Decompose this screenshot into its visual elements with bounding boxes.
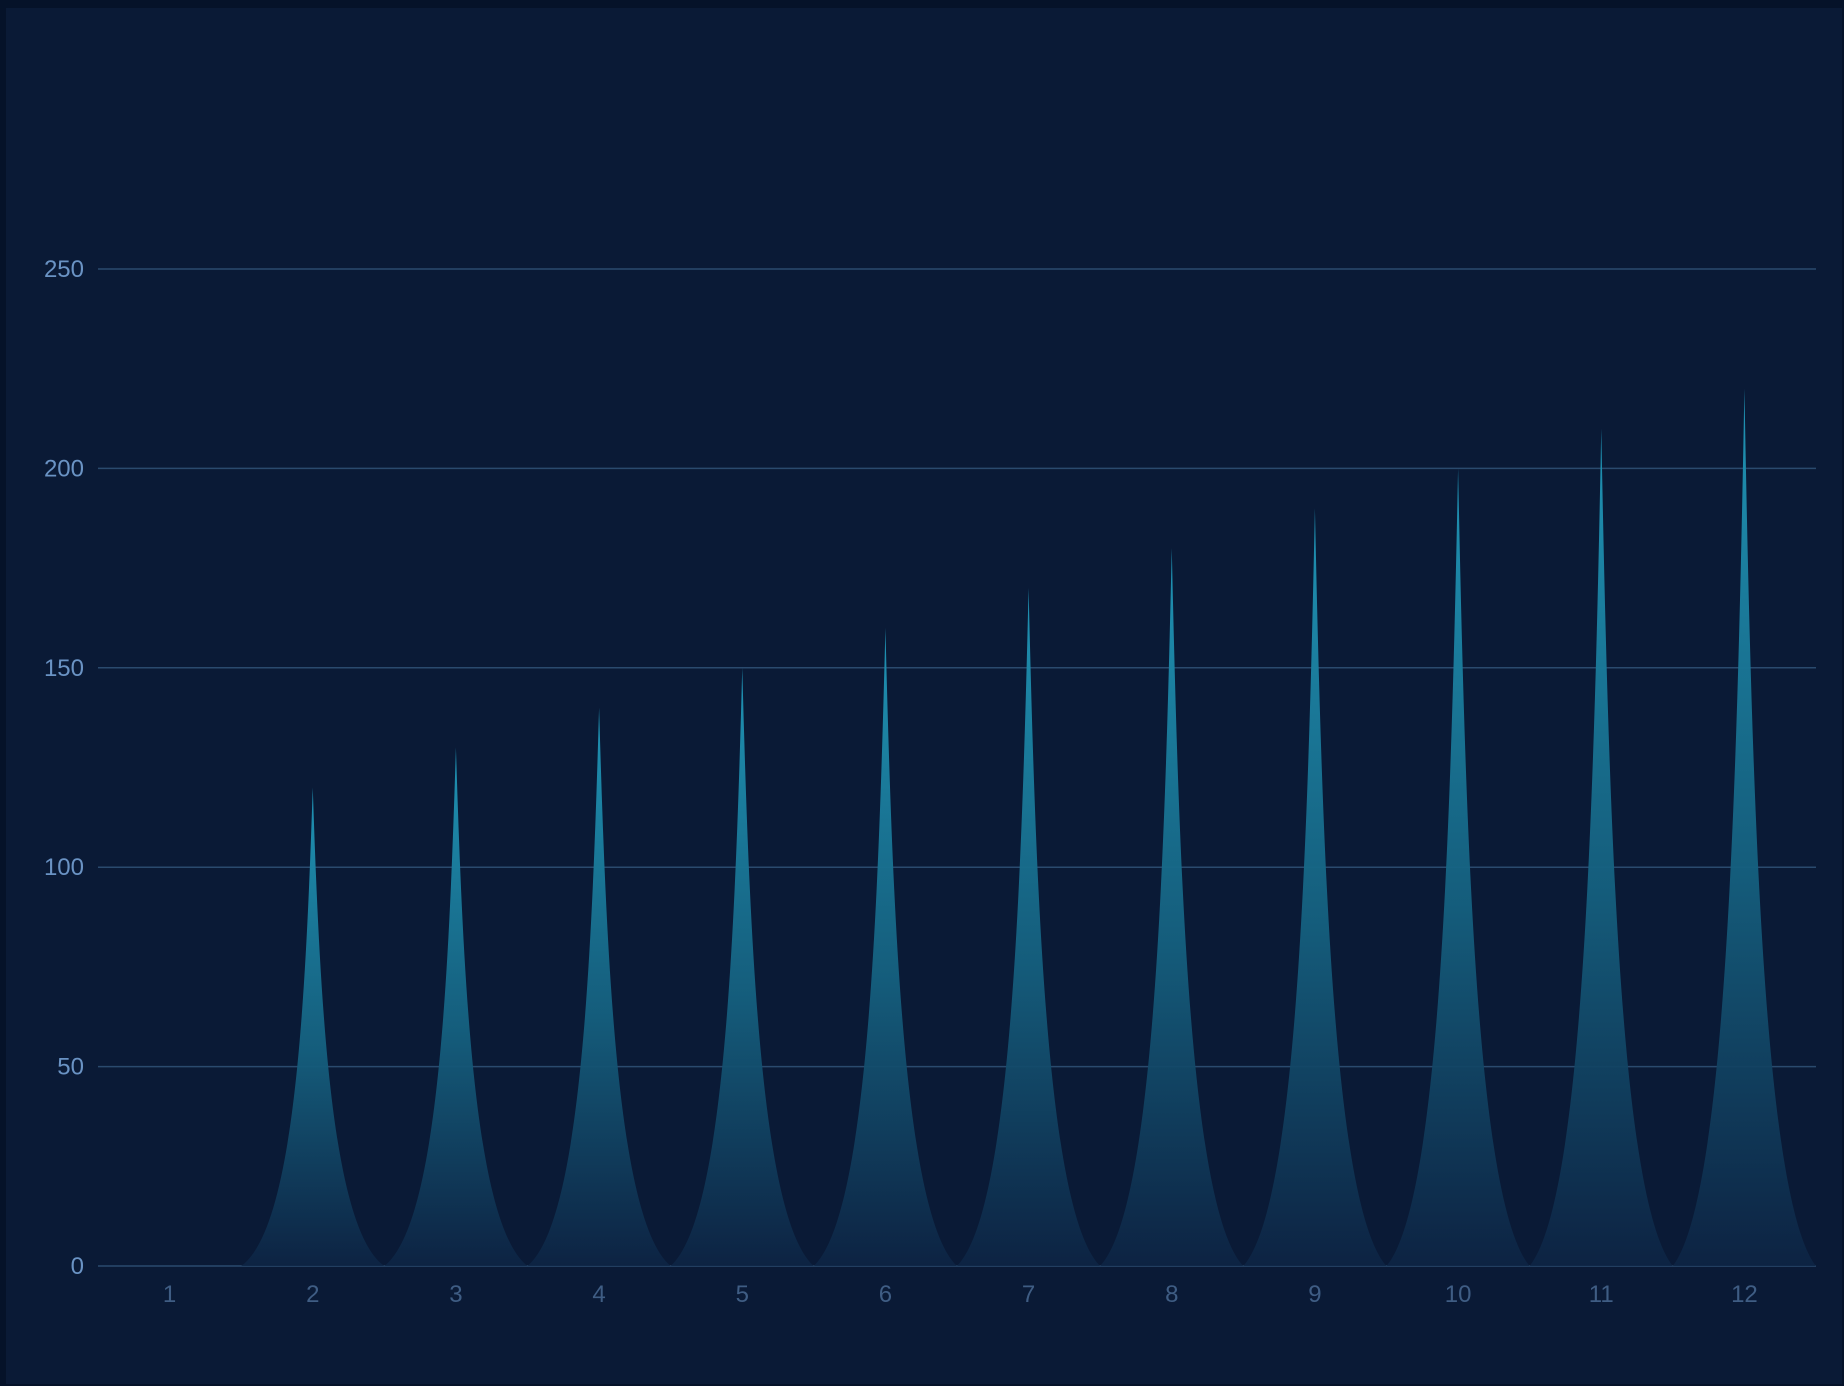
- spike-bar-5[interactable]: [670, 667, 814, 1266]
- spike-bar-9[interactable]: [1243, 508, 1387, 1266]
- spike-bar-8[interactable]: [1100, 548, 1244, 1266]
- spike-bar-4[interactable]: [527, 707, 671, 1266]
- x-tick-label: 11: [1589, 1281, 1614, 1308]
- x-tick-label: 6: [879, 1281, 892, 1308]
- spike-bar-3[interactable]: [384, 747, 528, 1266]
- x-tick-label: 10: [1445, 1281, 1472, 1308]
- y-tick-label: 50: [57, 1054, 84, 1081]
- spike-bar-12[interactable]: [1672, 388, 1816, 1266]
- x-axis-ticks: 1 2 3 4 5 6 7 8 9 10 11 12: [163, 1281, 1758, 1308]
- y-axis-ticks: 0 50 100 150 200 250: [44, 256, 84, 1280]
- x-tick-label: 9: [1308, 1281, 1321, 1308]
- x-tick-label: 3: [449, 1281, 462, 1308]
- x-tick-label: 5: [736, 1281, 749, 1308]
- grid-lines: [98, 268, 1816, 1267]
- spike-bar-6[interactable]: [813, 627, 957, 1266]
- x-tick-label: 2: [306, 1281, 319, 1308]
- chart-panel: 0 50 100 150 200 250 1 2 3 4 5 6 7 8 9 10 11 12: [6, 8, 1842, 1384]
- x-tick-label: 12: [1731, 1281, 1758, 1308]
- y-tick-label: 0: [71, 1253, 84, 1280]
- spike-bar-2[interactable]: [241, 787, 385, 1266]
- y-tick-label: 100: [44, 854, 84, 881]
- y-tick-label: 250: [44, 256, 84, 283]
- x-tick-label: 7: [1022, 1281, 1035, 1308]
- y-tick-label: 150: [44, 655, 84, 682]
- spike-bar-10[interactable]: [1386, 468, 1530, 1266]
- y-tick-label: 200: [44, 455, 84, 482]
- spike-bar-7[interactable]: [957, 588, 1101, 1266]
- spike-bar-11[interactable]: [1529, 428, 1673, 1266]
- x-tick-label: 4: [592, 1281, 605, 1308]
- x-tick-label: 8: [1165, 1281, 1178, 1308]
- x-tick-label: 1: [163, 1281, 176, 1308]
- spike-series: [241, 388, 1816, 1266]
